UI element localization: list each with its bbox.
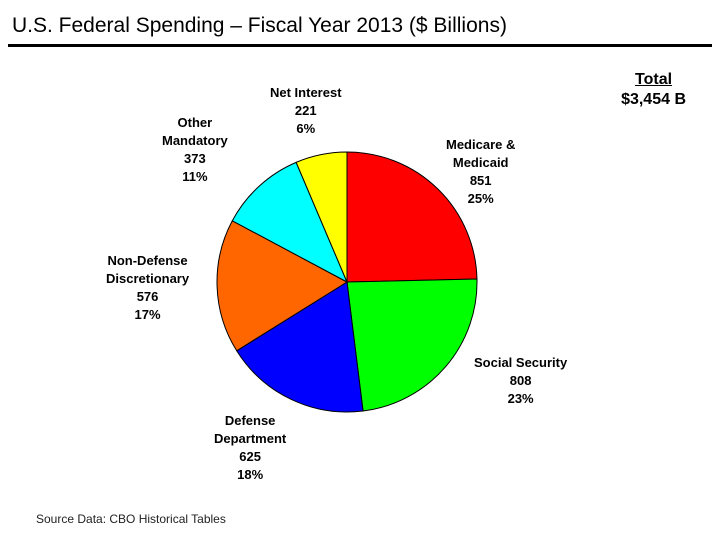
- pie-slice-social-security: [346, 278, 478, 412]
- label-nondefense-value: 576: [136, 289, 159, 304]
- pie-slice-net-interest: [295, 151, 348, 283]
- label-other-mandatory: Other Mandatory 373 11%: [162, 114, 228, 186]
- label-other-percent: 11%: [182, 169, 208, 184]
- pie-slice-non-defense-discretionary: [216, 220, 348, 352]
- label-defense-name-line1: Defense: [224, 413, 276, 428]
- source-note: Source Data: CBO Historical Tables: [36, 512, 226, 526]
- label-net-interest-percent: 6%: [296, 121, 316, 136]
- label-medicare-medicaid: Medicare & Medicaid 851 25%: [446, 136, 515, 208]
- total-value: $3,454 B: [621, 91, 686, 108]
- label-social-security-name: Social Security: [474, 355, 568, 370]
- label-other-name-line1: Other: [177, 115, 213, 130]
- label-defense-name-line2: Department: [214, 431, 287, 446]
- label-medicare-name-line2: Medicaid: [452, 155, 509, 170]
- label-medicare-value: 851: [469, 173, 492, 188]
- label-defense-percent: 18%: [237, 467, 264, 482]
- pie-slice-other-mandatory: [231, 161, 349, 284]
- pie-slice-medicare-medicaid: [346, 151, 478, 283]
- label-social-security-value: 808: [509, 373, 532, 388]
- label-defense-department: Defense Department 625 18%: [214, 412, 286, 484]
- label-net-interest: Net Interest 221 6%: [270, 84, 342, 138]
- label-other-name-line2: Mandatory: [162, 133, 228, 148]
- label-defense-value: 625: [239, 449, 261, 464]
- label-non-defense-discretionary: Non-Defense Discretionary 576 17%: [106, 252, 189, 324]
- label-nondefense-name-line2: Discretionary: [106, 271, 190, 286]
- label-net-interest-name: Net Interest: [270, 85, 342, 100]
- label-social-security: Social Security 808 23%: [474, 354, 567, 408]
- total-box: Total $3,454 B: [621, 70, 686, 110]
- chart-title: U.S. Federal Spending – Fiscal Year 2013…: [12, 14, 507, 37]
- label-medicare-name-line1: Medicare &: [446, 137, 516, 152]
- label-net-interest-value: 221: [294, 103, 317, 118]
- label-other-value: 373: [184, 151, 206, 166]
- label-nondefense-percent: 17%: [134, 307, 161, 322]
- total-label: Total: [635, 71, 673, 88]
- title-divider: [8, 44, 712, 47]
- label-medicare-percent: 25%: [467, 191, 494, 206]
- pie-slice-defense-department: [236, 281, 364, 413]
- label-social-security-percent: 23%: [507, 391, 534, 406]
- label-nondefense-name-line1: Non-Defense: [107, 253, 188, 268]
